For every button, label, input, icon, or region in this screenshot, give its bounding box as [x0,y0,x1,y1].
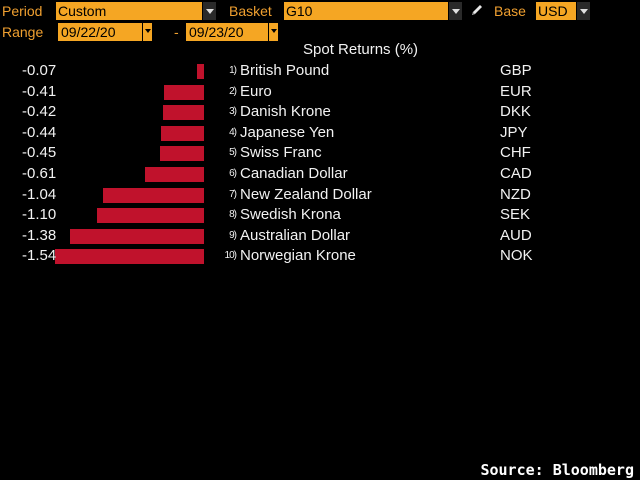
currency-name[interactable]: Euro [240,83,272,100]
currency-name[interactable]: Swiss Franc [240,144,322,161]
basket-value: G10 [286,3,313,19]
rank-number: 3) [229,106,237,117]
return-bar [161,126,204,141]
table-row[interactable]: -1.04 7) New Zealand Dollar NZD [0,185,640,205]
chevron-down-icon[interactable] [202,2,216,20]
return-bar [163,105,204,120]
chevron-down-icon[interactable] [576,2,590,20]
return-value: -0.07 [22,62,57,79]
currency-code[interactable]: CAD [500,165,532,182]
currency-name[interactable]: Swedish Krona [240,206,341,223]
chart-title: Spot Returns (%) [303,41,419,58]
currency-name[interactable]: Canadian Dollar [240,165,348,182]
return-value: -1.04 [22,186,57,203]
currency-name[interactable]: Japanese Yen [240,124,335,141]
rank-number: 1) [229,65,237,76]
currency-name[interactable]: Danish Krone [240,103,331,120]
period-dropdown[interactable]: Custom [56,2,216,20]
return-value: -1.10 [22,206,57,223]
currency-code[interactable]: EUR [500,83,532,100]
source-footer: Source: Bloomberg [480,461,634,479]
table-row[interactable]: -0.07 1) British Pound GBP [0,61,640,81]
rank-number: 7) [229,189,237,200]
return-bar [103,188,204,203]
basket-dropdown[interactable]: G10 [284,2,462,20]
return-value: -1.54 [22,247,57,264]
return-value: -0.41 [22,83,57,100]
table-row[interactable]: -1.54 10) Norwegian Krone NOK [0,246,640,266]
table-row[interactable]: -0.45 5) Swiss Franc CHF [0,143,640,163]
return-bar [97,208,204,223]
currency-code[interactable]: CHF [500,144,531,161]
period-value: Custom [58,3,107,19]
rank-number: 4) [229,127,237,138]
currency-name[interactable]: Australian Dollar [240,227,351,244]
table-row[interactable]: -0.44 4) Japanese Yen JPY [0,123,640,143]
currency-code[interactable]: JPY [500,124,528,141]
return-bar [164,85,204,100]
pencil-icon[interactable] [469,2,485,18]
currency-code[interactable]: DKK [500,103,531,120]
currency-code[interactable]: NZD [500,186,531,203]
return-value: -1.38 [22,227,57,244]
table-row[interactable]: -1.38 9) Australian Dollar AUD [0,226,640,246]
rank-number: 6) [229,168,237,179]
table-row[interactable]: -0.42 3) Danish Krone DKK [0,102,640,122]
base-dropdown[interactable]: USD [536,2,590,20]
return-bar [144,167,204,182]
range-label: Range [2,24,44,40]
return-value: -0.42 [22,103,57,120]
currency-code[interactable]: SEK [500,206,531,223]
basket-label: Basket [229,3,272,19]
return-bar [197,64,204,79]
base-value: USD [538,3,568,19]
return-value: -0.44 [22,124,57,141]
table-row[interactable]: -1.10 8) Swedish Krona SEK [0,205,640,225]
rank-number: 9) [229,230,237,241]
start-date-calendar-icon[interactable] [142,23,152,41]
return-bar [70,229,204,244]
return-value: -0.61 [22,165,57,182]
rank-number: 10) [224,250,237,261]
end-date-calendar-icon[interactable] [268,23,278,41]
chevron-down-icon[interactable] [448,2,462,20]
return-bar [54,249,204,264]
base-label: Base [494,3,526,19]
end-date-input[interactable]: 09/23/20 [186,23,268,41]
currency-code[interactable]: GBP [500,62,532,79]
currency-code[interactable]: NOK [500,247,533,264]
rank-number: 5) [229,147,237,158]
currency-name[interactable]: British Pound [240,62,330,79]
range-separator: - [174,24,179,40]
rank-number: 8) [229,209,237,220]
table-row[interactable]: -0.61 6) Canadian Dollar CAD [0,164,640,184]
rank-number: 2) [229,86,237,97]
table-row[interactable]: -0.41 2) Euro EUR [0,82,640,102]
period-label: Period [2,3,43,19]
currency-name[interactable]: New Zealand Dollar [240,186,372,203]
return-value: -0.45 [22,144,57,161]
currency-code[interactable]: AUD [500,227,532,244]
return-bar [160,146,204,161]
currency-name[interactable]: Norwegian Krone [240,247,356,264]
start-date-input[interactable]: 09/22/20 [58,23,142,41]
